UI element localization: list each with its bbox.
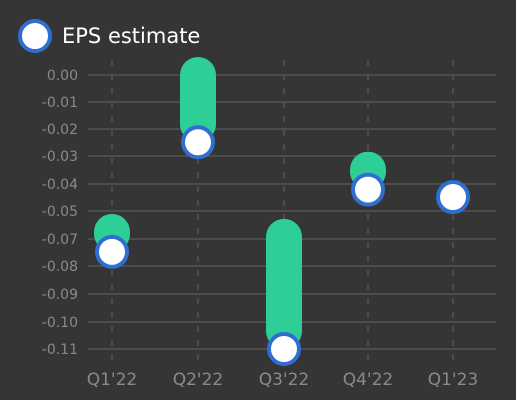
y-tick-label: -0.08 bbox=[42, 259, 78, 275]
eps-estimate-marker bbox=[267, 332, 301, 366]
x-tick-label: Q2'22 bbox=[173, 370, 224, 390]
eps-estimate-marker bbox=[95, 234, 129, 269]
legend: EPS estimate bbox=[18, 19, 200, 53]
y-tick-label: -0.01 bbox=[42, 95, 78, 111]
y-tick-label: -0.05 bbox=[42, 204, 78, 220]
legend-label: EPS estimate bbox=[62, 24, 201, 48]
eps-estimate-marker bbox=[351, 172, 385, 207]
x-tick-label: Q3'22 bbox=[259, 370, 310, 390]
y-tick-label: -0.02 bbox=[42, 122, 78, 138]
eps-estimate-marker bbox=[436, 180, 470, 215]
y-tick-label: -0.04 bbox=[42, 177, 78, 193]
legend-marker-icon bbox=[18, 19, 52, 53]
y-tick-label: -0.07 bbox=[42, 232, 78, 248]
range-bar bbox=[180, 57, 216, 143]
eps-estimate-marker bbox=[181, 125, 215, 160]
x-tick-label: Q4'22 bbox=[343, 370, 394, 390]
y-tick-label: -0.03 bbox=[42, 149, 78, 165]
y-tick-label: -0.11 bbox=[42, 342, 78, 358]
x-tick-label: Q1'22 bbox=[87, 370, 138, 390]
y-tick-label: -0.09 bbox=[42, 287, 78, 303]
y-tick-label: -0.10 bbox=[42, 315, 78, 331]
x-tick-label: Q1'23 bbox=[428, 370, 479, 390]
range-bar bbox=[266, 218, 302, 349]
y-tick-label: 0.00 bbox=[47, 68, 78, 84]
